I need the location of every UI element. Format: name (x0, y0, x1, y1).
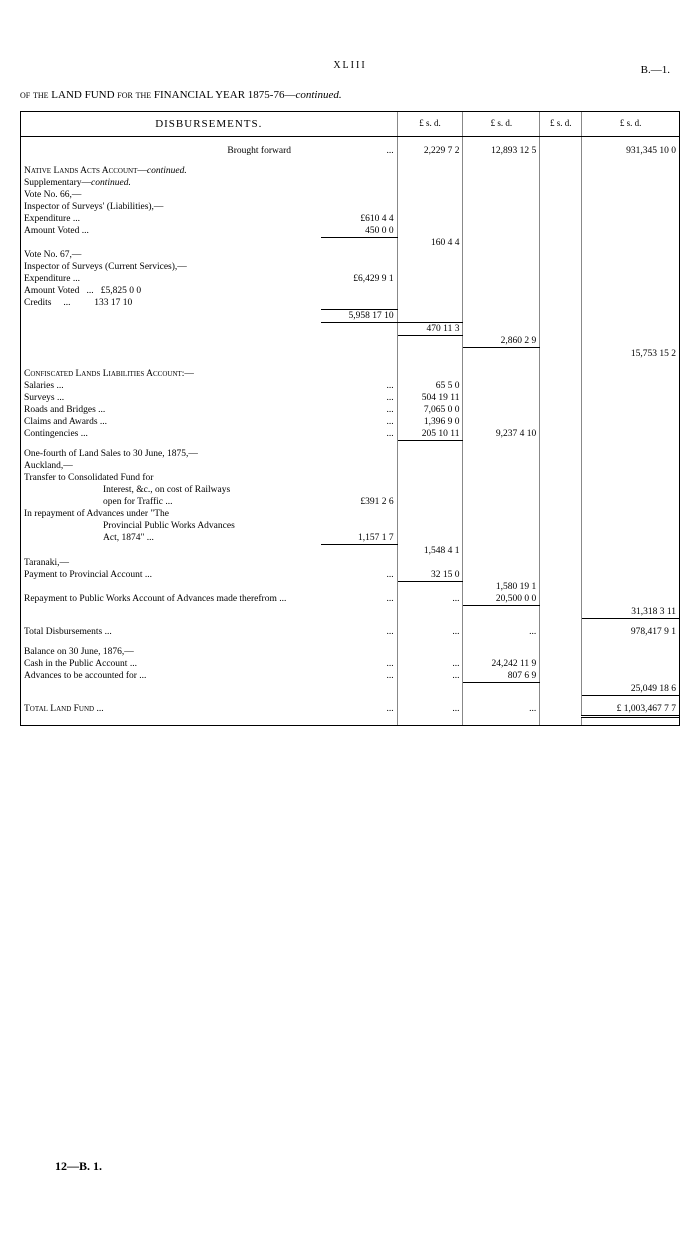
v66-result-row: 160 4 4 (21, 237, 679, 249)
transfer-amount-row: open for Traffic £391 2 6 (21, 496, 679, 508)
native-lands-cont: continued. (147, 166, 187, 176)
brought-forward-row: Brought forward ... 2,229 7 2 12,893 12 … (21, 145, 679, 157)
balance-total-row: 25,049 18 6 (21, 683, 679, 696)
onefourth-heading: One-fourth of Land Sales to 30 June, 187… (21, 448, 679, 460)
onefourth-total-row: 1,580 19 1 (21, 581, 679, 593)
bf-col3: 12,893 12 5 (463, 145, 540, 157)
roads-row: Roads and Bridges... 7,065 0 0 (21, 404, 679, 416)
balance-heading-row: Balance on 30 June, 1876,— (21, 646, 679, 658)
inspector-current-row: Inspector of Surveys (Current Services),… (21, 261, 679, 273)
supplementary-cont: continued. (91, 178, 131, 188)
money-col-1-header: £ s. d. (397, 112, 463, 137)
bf-col2: 2,229 7 2 (397, 145, 463, 157)
ledger-box: DISBURSEMENTS. £ s. d. £ s. d. £ s. d. £… (20, 111, 680, 726)
v67-sum-row: 5,958 17 10 (21, 309, 679, 322)
page-number-roman: XLIII (20, 60, 680, 71)
title-mid: for the (117, 89, 151, 101)
total-disbursements-row: Total Disbursements ... ... ... 978,417 … (21, 626, 679, 638)
v66-expenditure-row: Expenditure £610 4 4 (21, 213, 679, 225)
claims-row: Claims and Awards... 1,396 9 0 (21, 416, 679, 428)
native-lands-label: Native Lands Acts Account— (24, 166, 147, 176)
inspector-liabilities-row: Inspector of Surveys' (Liabilities),— (21, 201, 679, 213)
title-continued: continued. (295, 89, 341, 101)
v67-voted-row: Amount Voted ... £5,825 0 0 (21, 285, 679, 297)
money-col-2-header: £ s. d. (463, 112, 540, 137)
supplementary-row: Supplementary—continued. (21, 177, 679, 189)
confiscated-heading: Confiscated Lands Liabilities Account:— (21, 368, 679, 380)
money-col-3-header: £ s. d. (540, 112, 582, 137)
v66-voted-row: Amount Voted 450 0 0 (21, 225, 679, 238)
footer-signature: 12—B. 1. (55, 1159, 102, 1174)
money-col-4-header: £ s. d. (582, 112, 679, 137)
bf-col4: 931,345 10 0 (582, 145, 679, 157)
contingencies-row: Contingencies... 205 10 11 9,237 4 10 (21, 428, 679, 441)
total-land-fund-row: Total Land Fund ...... ... £ 1,003,467 7… (21, 703, 679, 717)
repay-pw-row: Repayment to Public Works Account of Adv… (21, 593, 679, 606)
repayment-amount-row: Act, 1874" 1,157 1 7 (21, 532, 679, 545)
document-title: of the LAND FUND for the FINANCIAL YEAR … (20, 89, 680, 101)
taranaki-payment-row: Payment to Provincial Account ... 32 15 … (21, 569, 679, 582)
title-prefix: of the (20, 89, 49, 101)
surveys-row: Surveys... 504 19 11 (21, 392, 679, 404)
v67-result-row: 470 11 3 (21, 322, 679, 335)
title-main: LAND FUND (51, 89, 114, 101)
vote67-row: Vote No. 67,— (21, 249, 679, 261)
supplementary-label: Supplementary— (24, 178, 91, 188)
table-header-row: DISBURSEMENTS. £ s. d. £ s. d. £ s. d. £… (21, 112, 679, 137)
salaries-row: Salaries... 65 5 0 (21, 380, 679, 392)
section-total-row: 31,318 3 11 (21, 606, 679, 619)
vote66-row: Vote No. 66,— (21, 189, 679, 201)
v67-expenditure-row: Expenditure £6,429 9 1 (21, 273, 679, 285)
ledger-table: DISBURSEMENTS. £ s. d. £ s. d. £ s. d. £… (21, 112, 679, 725)
native-subtotal-row: 2,860 2 9 (21, 335, 679, 348)
title-rest: FINANCIAL YEAR 1875-76— (154, 89, 296, 101)
native-lands-heading: Native Lands Acts Account—continued. (21, 165, 679, 177)
native-total-row: 15,753 15 2 (21, 348, 679, 360)
brought-forward-label: Brought forward (21, 145, 321, 157)
auckland-subtotal-row: 1,548 4 1 (21, 545, 679, 557)
cash-public-row: Cash in the Public Account ...... 24,242… (21, 658, 679, 670)
taranaki-row: Taranaki,— (21, 557, 679, 569)
v67-credits-row: Credits ... 133 17 10 (21, 297, 679, 309)
header-reference: B.—1. (641, 64, 670, 76)
auckland-row: Auckland,— (21, 460, 679, 472)
advances-row: Advances to be accounted for ...... 807 … (21, 670, 679, 683)
disbursements-header: DISBURSEMENTS. (21, 112, 397, 137)
